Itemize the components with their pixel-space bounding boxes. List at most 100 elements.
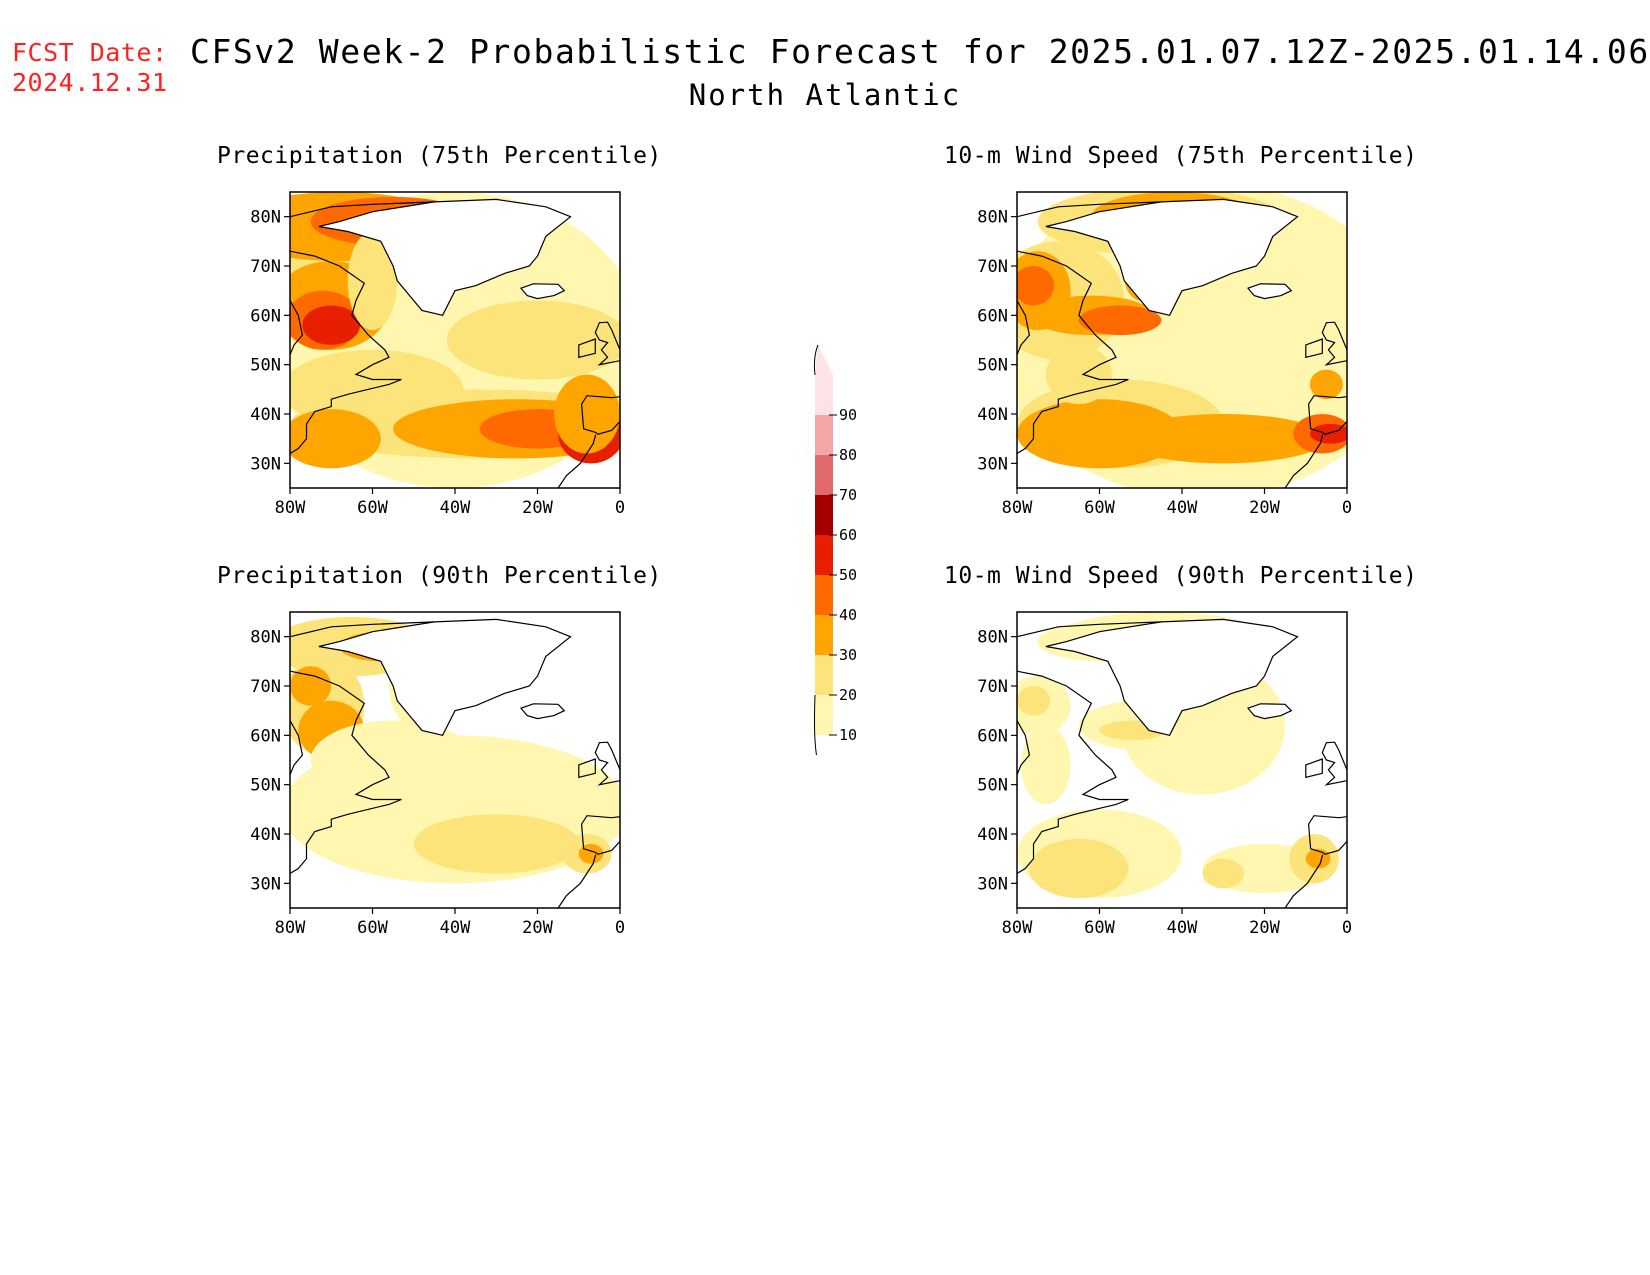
colorbar: 10 20 30 40 50 60 70 80 90 (813, 344, 857, 755)
lon-label: 80W (275, 498, 306, 518)
probability-contour-1 (413, 814, 579, 874)
iceland-coastline (519, 703, 566, 720)
africa-coastline (557, 854, 597, 908)
shading-layer (290, 192, 620, 488)
colorbar-swatch-70 (815, 455, 833, 495)
lon-label: 60W (357, 918, 388, 938)
lat-label: 50N (977, 356, 1008, 376)
arctic-islands-coastline (290, 201, 435, 218)
colorbar-label-30: 30 (839, 646, 857, 664)
colorbar-label-50: 50 (839, 566, 857, 584)
probability-contour-14 (347, 231, 398, 331)
colorbar-label-40: 40 (839, 606, 857, 624)
ireland-coastline (578, 758, 596, 779)
greenland-coastline (1045, 198, 1299, 316)
britain-coastline (594, 741, 620, 786)
colorbar-swatch-40 (815, 575, 833, 615)
lat-label: 80N (977, 208, 1008, 228)
north-america-coastline (1017, 670, 1129, 875)
iberia-coastline (580, 395, 620, 435)
colorbar-top-edge (813, 344, 819, 376)
britain-coastline (1321, 741, 1347, 786)
panel-title-precip90: Precipitation (90th Percentile) (217, 563, 662, 589)
arctic-islands-coastline (290, 621, 435, 638)
probability-contour-6 (1305, 848, 1331, 869)
africa-coastline (1284, 854, 1324, 908)
iberia-coastline (580, 815, 620, 855)
hudson-bay-coastline (290, 720, 304, 776)
colorbar-label-10: 10 (839, 726, 857, 744)
probability-contour-17 (1045, 344, 1112, 405)
probability-contour-3 (1017, 266, 1055, 306)
iceland-coastline (1246, 703, 1293, 720)
lat-label: 40N (977, 405, 1008, 425)
ireland-coastline (1305, 758, 1323, 779)
lat-label: 40N (977, 825, 1008, 845)
lon-label: 20W (522, 918, 553, 938)
lat-label: 70N (977, 677, 1008, 697)
lat-label: 30N (977, 454, 1008, 474)
lat-label: 40N (250, 825, 281, 845)
lon-label: 80W (1002, 498, 1033, 518)
probability-contour-13 (1120, 414, 1327, 464)
lon-label: 0 (1342, 918, 1352, 938)
shading-layer (1017, 612, 1347, 908)
north-america-coastline (1017, 250, 1129, 455)
lat-label: 70N (250, 257, 281, 277)
lon-label: 40W (1167, 498, 1198, 518)
fcst-date: 2024.12.31 (12, 68, 168, 97)
panel-title-wind75: 10-m Wind Speed (75th Percentile) (944, 143, 1418, 169)
lat-label: 50N (977, 776, 1008, 796)
colorbar-swatch-80 (815, 415, 833, 455)
arctic-islands-coastline (1017, 621, 1162, 638)
colorbar-bottom-edge (814, 694, 818, 755)
colorbar-label-80: 80 (839, 446, 857, 464)
probability-contour-16 (1309, 369, 1343, 400)
greenland-coastline (1045, 618, 1299, 736)
colorbar-label-90: 90 (839, 406, 857, 424)
greenland-coastline (318, 198, 572, 316)
forecast-date-label: FCST Date: 2024.12.31 (12, 38, 168, 98)
lat-label: 60N (250, 306, 281, 326)
fcst-label: FCST Date: (12, 38, 168, 67)
lat-label: 30N (250, 454, 281, 474)
lat-label: 60N (977, 306, 1008, 326)
lon-label: 80W (1002, 918, 1033, 938)
lat-label: 80N (250, 208, 281, 228)
probability-contour-12 (554, 374, 620, 454)
colorbar-swatch-60 (815, 495, 833, 535)
lon-label: 0 (615, 498, 625, 518)
colorbar-swatch-20 (815, 655, 833, 695)
lat-label: 30N (250, 874, 281, 894)
map-panel-precip90: 80N 70N 60N 50N 40N 30N 80W 60W 40W 20W 0 (250, 611, 625, 938)
lat-label: 50N (250, 776, 281, 796)
greenland-coastline (318, 618, 572, 736)
colorbar-swatch-10 (815, 695, 833, 735)
lon-label: 60W (357, 498, 388, 518)
probability-contour-10 (1017, 686, 1050, 716)
britain-coastline (594, 321, 620, 366)
colorbar-swatch-50 (815, 535, 833, 575)
colorbar-label-60: 60 (839, 526, 857, 544)
lon-label: 20W (1249, 918, 1280, 938)
probability-contour-15 (1309, 423, 1347, 444)
africa-coastline (557, 434, 597, 488)
lon-label: 40W (1167, 918, 1198, 938)
probability-contour-6 (302, 305, 361, 345)
map-panel-wind90: 80N 70N 60N 50N 40N 30N 80W 60W 40W 20W 0 (977, 611, 1352, 938)
colorbar-label-20: 20 (839, 686, 857, 704)
lat-label: 60N (977, 726, 1008, 746)
iceland-coastline (519, 283, 566, 300)
iberia-coastline (1307, 395, 1347, 435)
shading-layer (290, 612, 620, 908)
region-subtitle: North Atlantic (688, 78, 962, 112)
north-america-coastline (290, 670, 402, 875)
colorbar-swatch-90 (815, 375, 833, 415)
ireland-coastline (578, 338, 596, 359)
africa-coastline (1284, 434, 1324, 488)
britain-coastline (1321, 321, 1347, 366)
probability-contour-15 (446, 300, 620, 380)
lat-label: 60N (250, 726, 281, 746)
iceland-coastline (1246, 283, 1293, 300)
map-panel-wind75: 80N 70N 60N 50N 40N 30N 80W 60W 40W 20W 0 (977, 191, 1352, 518)
